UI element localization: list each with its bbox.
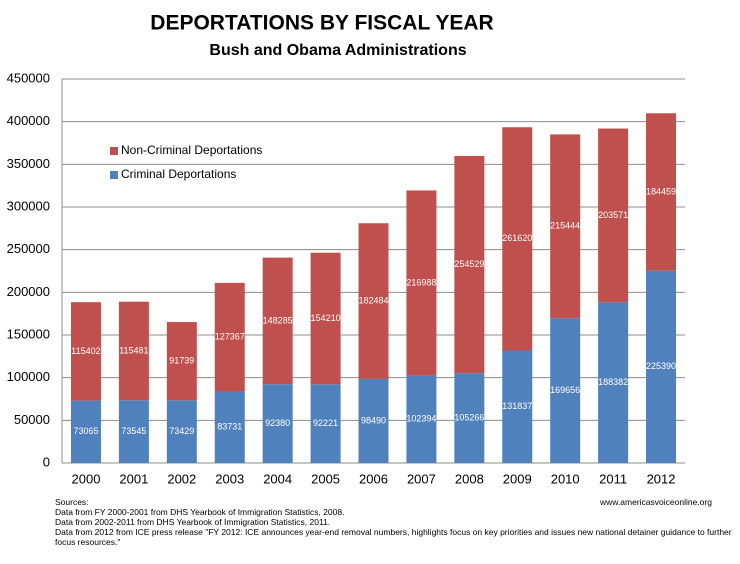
bar-segment bbox=[358, 223, 389, 379]
y-tick-label: 0 bbox=[43, 454, 50, 469]
y-tick-label: 50000 bbox=[14, 412, 50, 427]
data-label: 92380 bbox=[265, 418, 290, 428]
source-line: Sources: bbox=[55, 497, 89, 507]
x-tick-label: 2009 bbox=[503, 471, 532, 486]
bar-segment bbox=[598, 302, 629, 463]
bar-segment bbox=[214, 282, 245, 392]
data-label: 115402 bbox=[71, 346, 100, 356]
bar-segment bbox=[406, 375, 437, 463]
bar-segment bbox=[454, 155, 485, 374]
data-label: 148285 bbox=[263, 315, 293, 325]
bar-segment bbox=[118, 301, 149, 401]
bar-segment bbox=[70, 400, 101, 463]
bar-segment bbox=[598, 128, 629, 303]
y-tick-label: 150000 bbox=[7, 326, 50, 341]
x-tick-label: 2004 bbox=[263, 471, 292, 486]
data-label: 73429 bbox=[169, 426, 194, 436]
data-label: 182484 bbox=[358, 295, 388, 305]
data-label: 127367 bbox=[215, 332, 245, 342]
sources: Sources: Data from FY 2000-2001 from DHS … bbox=[55, 497, 735, 547]
x-tick-label: 2002 bbox=[167, 471, 196, 486]
bar-segment bbox=[310, 252, 341, 385]
data-label: 225390 bbox=[646, 361, 676, 371]
bar-segment bbox=[646, 113, 677, 271]
data-label: 131837 bbox=[502, 401, 532, 411]
data-label: 216988 bbox=[406, 277, 436, 287]
chart-subtitle: Bush and Obama Administrations bbox=[209, 42, 466, 59]
x-tick-label: 2003 bbox=[215, 471, 244, 486]
bar-segment bbox=[454, 373, 485, 463]
y-tick-label: 250000 bbox=[7, 241, 50, 256]
data-label: 203571 bbox=[598, 210, 628, 220]
bar-segment bbox=[406, 190, 437, 376]
bar-segment bbox=[550, 318, 581, 463]
legend-swatch bbox=[110, 171, 118, 179]
y-tick-label: 450000 bbox=[7, 70, 50, 85]
bar-segment bbox=[502, 350, 533, 463]
bar-segment bbox=[646, 270, 677, 463]
bar-segment bbox=[310, 384, 341, 463]
x-tick-label: 2007 bbox=[407, 471, 436, 486]
bar-segment bbox=[166, 400, 197, 463]
x-tick-label: 2000 bbox=[72, 471, 101, 486]
x-tick-label: 2011 bbox=[599, 471, 627, 486]
data-label: 92221 bbox=[313, 418, 338, 428]
data-label: 91739 bbox=[169, 356, 194, 366]
data-label: 83731 bbox=[217, 422, 242, 432]
data-label: 188382 bbox=[598, 377, 628, 387]
data-label: 154210 bbox=[311, 313, 341, 323]
bar-segment bbox=[166, 322, 197, 401]
x-tick-label: 2005 bbox=[311, 471, 340, 486]
website: www.americasvoiceonline.org bbox=[600, 497, 712, 507]
data-label: 73065 bbox=[73, 426, 98, 436]
data-label: 169656 bbox=[550, 385, 580, 395]
bar-segment bbox=[550, 134, 581, 319]
x-tick-label: 2001 bbox=[119, 471, 148, 486]
data-label: 254529 bbox=[454, 259, 484, 269]
data-label: 215444 bbox=[550, 221, 580, 231]
bar-segment bbox=[70, 302, 101, 401]
chart: DEPORTATIONS BY FISCAL YEAR Bush and Oba… bbox=[7, 12, 685, 486]
y-tick-label: 200000 bbox=[7, 284, 50, 299]
y-tick-label: 100000 bbox=[7, 369, 50, 384]
y-tick-label: 300000 bbox=[7, 198, 50, 213]
x-tick-label: 2006 bbox=[359, 471, 388, 486]
bar-segment bbox=[502, 127, 533, 351]
y-tick-label: 400000 bbox=[7, 113, 50, 128]
legend-swatch bbox=[110, 147, 118, 155]
x-tick-label: 2012 bbox=[647, 471, 676, 486]
bar-segment bbox=[262, 384, 293, 463]
x-tick-label: 2010 bbox=[551, 471, 580, 486]
bar-segment bbox=[214, 391, 245, 463]
data-label: 102394 bbox=[406, 414, 436, 424]
data-label: 105266 bbox=[454, 412, 484, 422]
bar-segment bbox=[262, 257, 293, 385]
chart-title: DEPORTATIONS BY FISCAL YEAR bbox=[150, 12, 493, 35]
data-label: 115481 bbox=[119, 345, 148, 355]
source-line: Data from 2002-2011 from DHS Yearbook of… bbox=[55, 517, 331, 527]
data-label: 98490 bbox=[361, 415, 386, 425]
bar-segment bbox=[118, 400, 149, 463]
y-tick-label: 350000 bbox=[7, 156, 50, 171]
legend-label: Criminal Deportations bbox=[121, 167, 236, 181]
source-line: Data from 2012 from ICE press release "F… bbox=[55, 527, 732, 547]
legend-label: Non-Criminal Deportations bbox=[121, 143, 262, 157]
data-label: 261620 bbox=[502, 233, 532, 243]
source-line: Data from FY 2000-2001 from DHS Yearbook… bbox=[55, 507, 345, 517]
data-label: 73545 bbox=[121, 426, 146, 436]
data-label: 184459 bbox=[646, 186, 676, 196]
bar-segment bbox=[358, 378, 389, 463]
x-tick-label: 2008 bbox=[455, 471, 484, 486]
